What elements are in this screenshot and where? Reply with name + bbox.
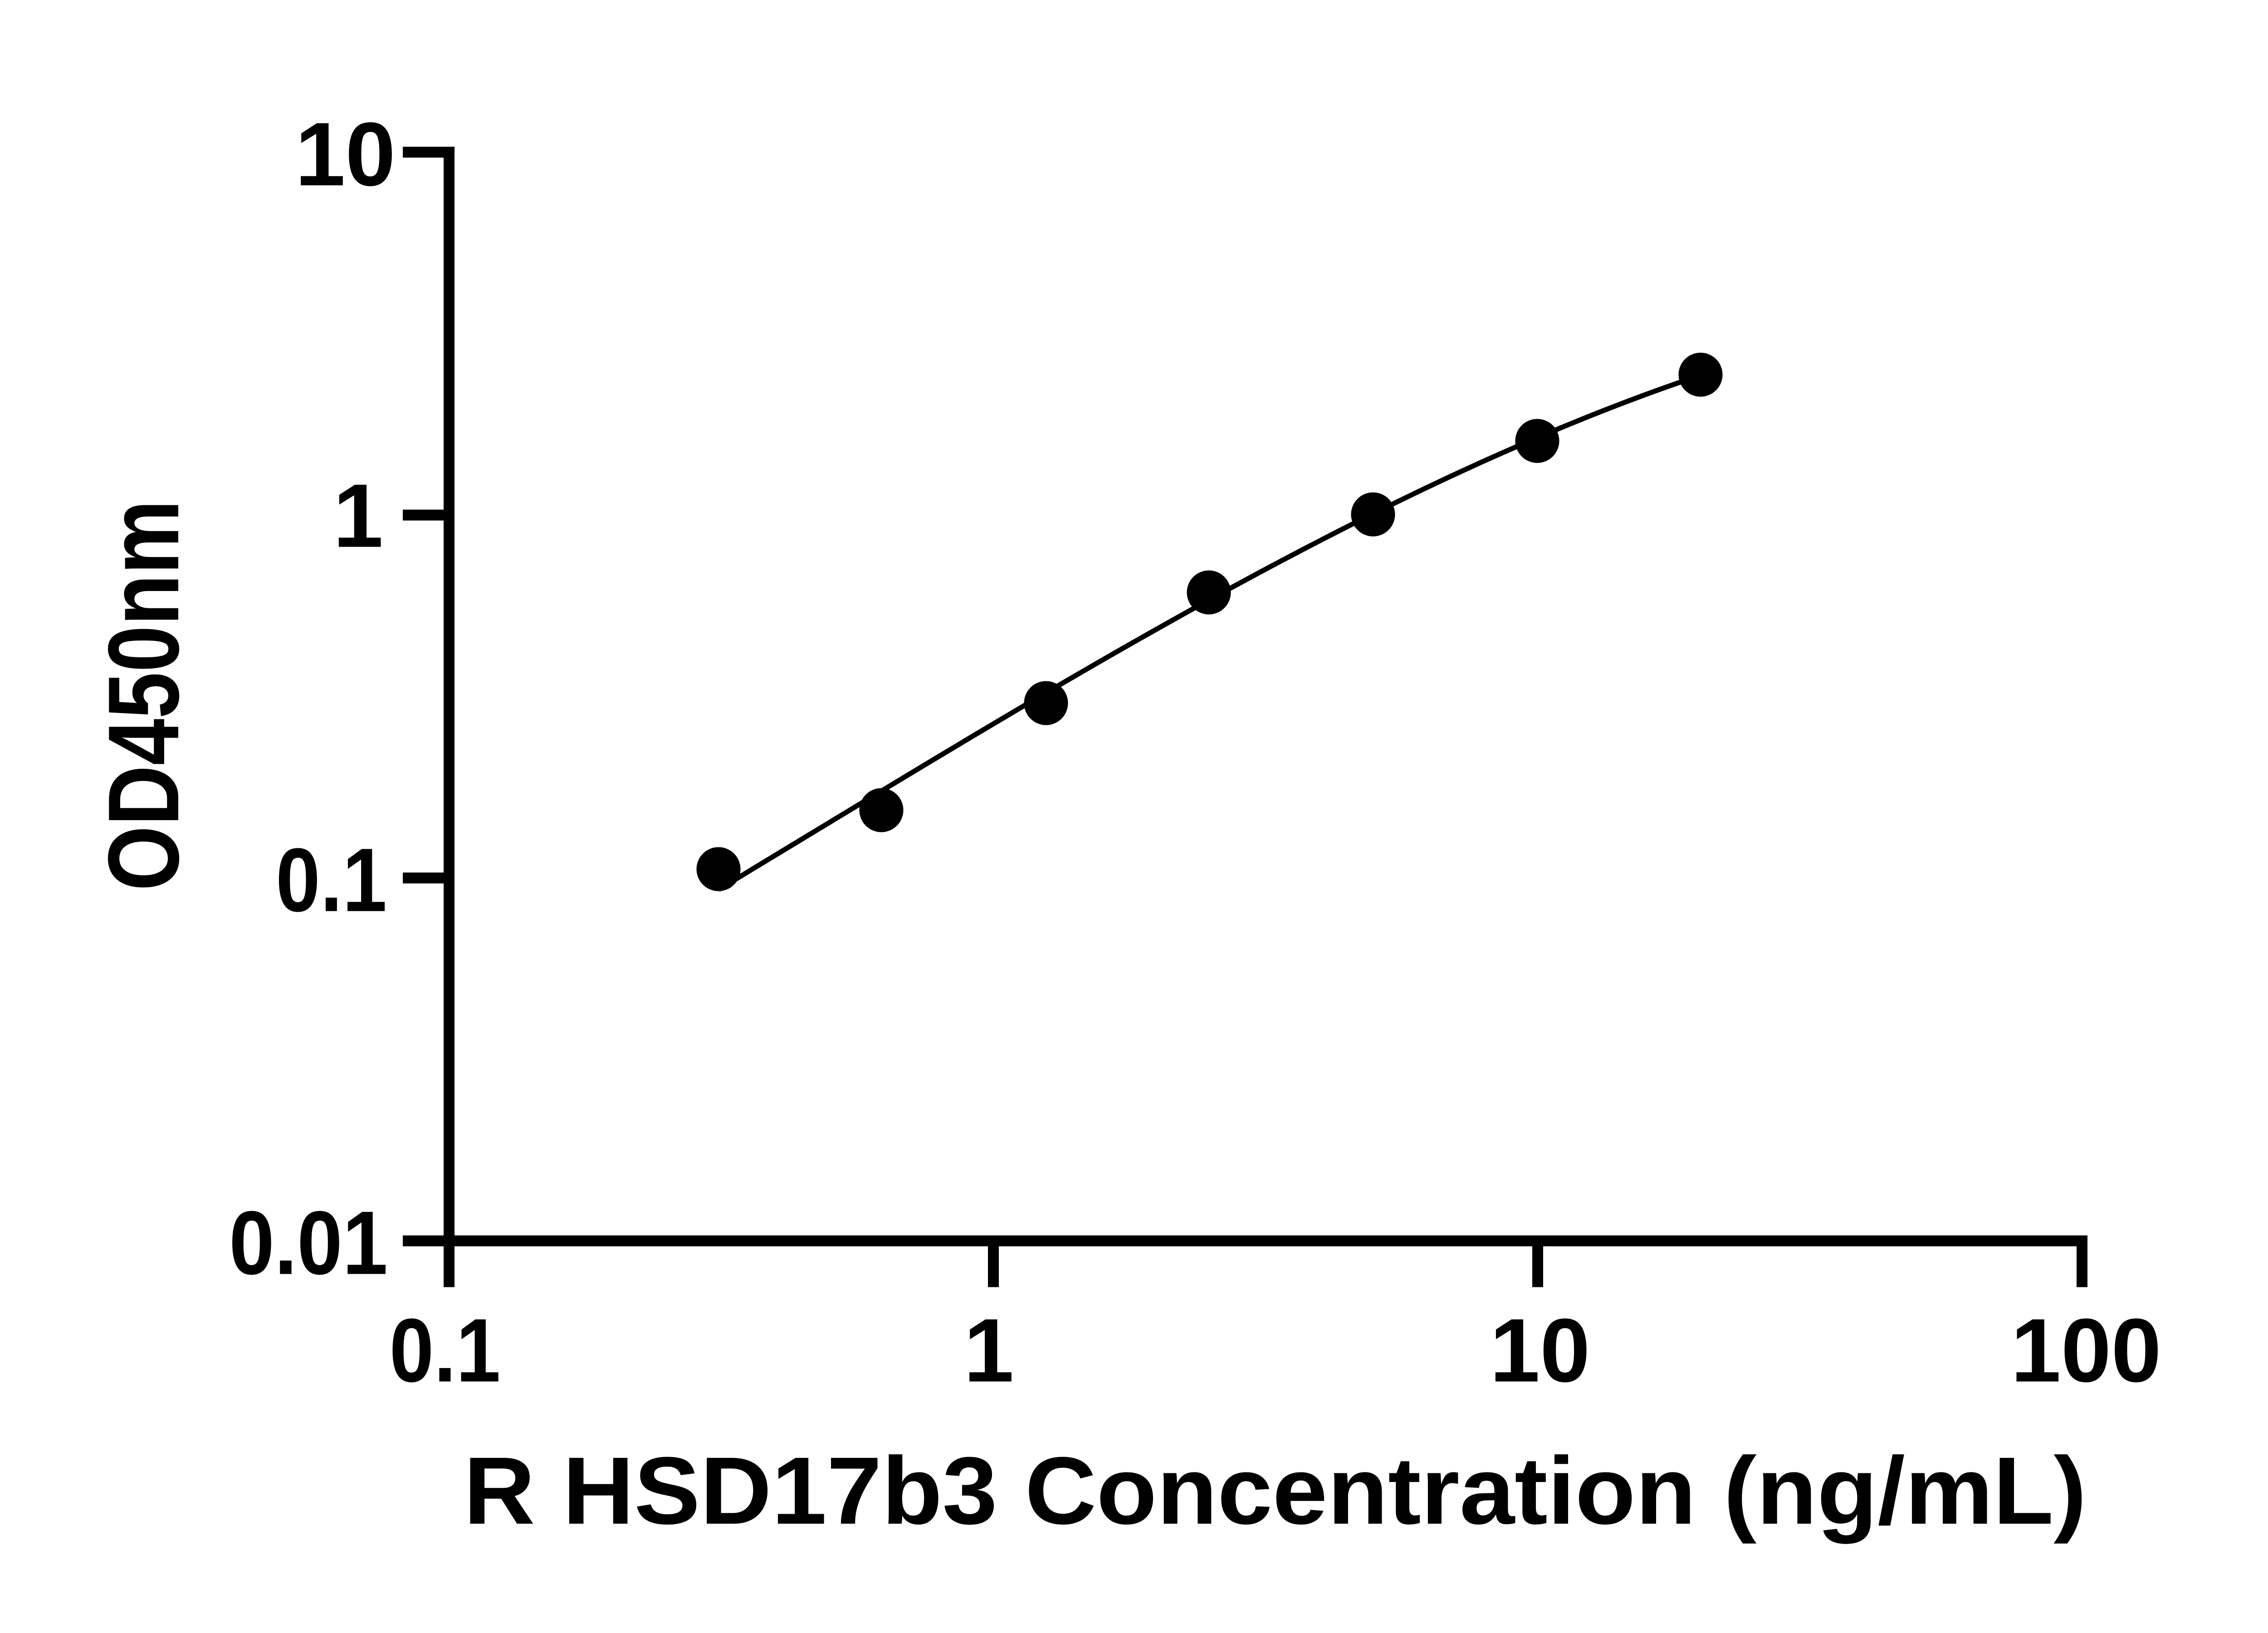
svg-text:10: 10 (1490, 1301, 1590, 1401)
svg-text:1: 1 (333, 466, 383, 567)
svg-text:OD450nm: OD450nm (88, 500, 200, 891)
svg-text:0.1: 0.1 (276, 830, 387, 931)
svg-text:0.1: 0.1 (390, 1301, 501, 1401)
svg-text:0.01: 0.01 (229, 1193, 388, 1294)
svg-text:10: 10 (295, 104, 396, 205)
svg-text:100: 100 (2011, 1301, 2161, 1401)
svg-text:R HSD17b3 Concentration (ng/mL: R HSD17b3 Concentration (ng/mL) (464, 1437, 2087, 1544)
svg-text:1: 1 (964, 1301, 1014, 1401)
